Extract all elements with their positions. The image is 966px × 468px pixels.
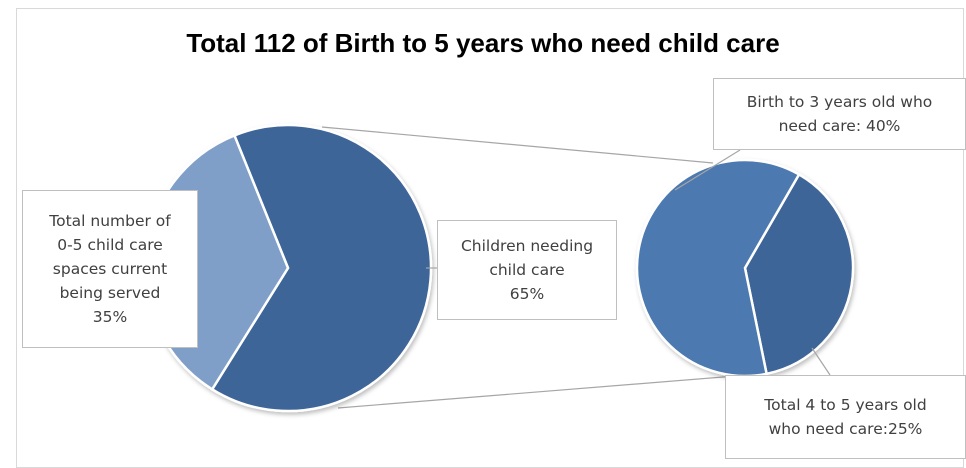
label-spaces-served-line-2: spaces current (52, 260, 168, 278)
data-label-children-needing-care: Children needing child care 65% (437, 220, 617, 320)
pie-slice-secondary-0 (635, 158, 801, 378)
data-label-birth-to-3: Birth to 3 years old who need care: 40% (713, 78, 966, 150)
label-spaces-served-line-1: 0-5 child care (57, 236, 163, 254)
data-label-4-to-5: Total 4 to 5 years old who need care:25% (725, 375, 966, 459)
label-children-needing-line-1: child care (489, 261, 565, 279)
label-spaces-served-line-3: being served (59, 284, 161, 302)
label-4-to-5-line-0: Total 4 to 5 years old (764, 396, 927, 414)
label-4-to-5-line-1: who need care:25% (768, 420, 923, 438)
connector-line-bottom (337, 374, 749, 409)
connector-line-top (321, 126, 714, 164)
chart-title: Total 112 of Birth to 5 years who need c… (186, 28, 780, 58)
data-label-spaces-served: Total number of 0-5 child care spaces curr… (22, 190, 198, 348)
leader-line-birth-to-3 (674, 149, 741, 191)
pie-slice-secondary-1 (743, 172, 855, 376)
label-birth-to-3-line-1: need care: 40% (778, 117, 901, 135)
label-spaces-served-line-4: 35% (92, 308, 128, 326)
secondary-pie (635, 158, 855, 378)
connector-lines (321, 126, 749, 409)
label-children-needing-line-2: 65% (509, 285, 545, 303)
leader-line-4-to-5 (811, 347, 831, 376)
callout-leader-lines (426, 149, 831, 376)
label-birth-to-3-line-0: Birth to 3 years old who (746, 93, 933, 111)
pie-slice-main-1 (210, 123, 433, 413)
label-children-needing-line-0: Children needing (460, 237, 594, 255)
label-spaces-served-line-0: Total number of (49, 212, 171, 230)
